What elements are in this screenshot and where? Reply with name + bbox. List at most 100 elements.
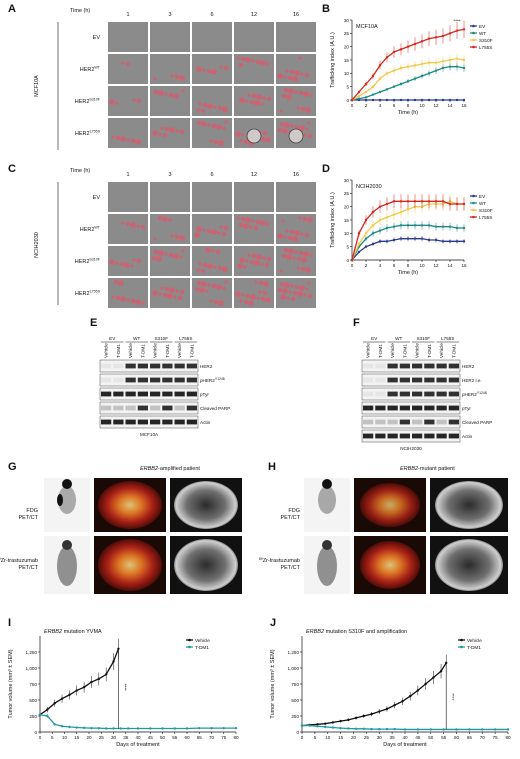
blot-band	[412, 419, 423, 425]
blot-band	[113, 391, 124, 397]
data-point	[427, 37, 431, 40]
fluorescent-spot	[164, 252, 168, 256]
fluorescent-spot	[217, 231, 221, 235]
data-point	[378, 64, 382, 67]
fluorescent-spot	[200, 268, 206, 274]
group-label: EV	[371, 336, 378, 341]
fluorescent-spot	[290, 296, 296, 302]
data-point	[362, 727, 365, 730]
x-tick-label: 8	[407, 263, 410, 268]
data-point	[399, 224, 403, 227]
significance-annotation: ****	[450, 693, 455, 700]
data-point	[364, 232, 368, 235]
fluorescent-spot	[115, 101, 119, 105]
fluorescent-spot	[289, 69, 295, 75]
legend-marker	[472, 194, 475, 198]
fluorescent-spot	[285, 69, 289, 73]
data-point	[371, 242, 375, 246]
significance-annotation: ****	[122, 684, 127, 691]
fluorescent-spot	[294, 250, 298, 254]
fluorescent-spot	[153, 77, 157, 81]
panel-a: A Time (h) 1 3 6 12 16 EV HER2WT HER2S310F HER2…	[8, 3, 316, 150]
fluorescent-spot	[251, 219, 255, 223]
data-point	[399, 48, 403, 51]
blot-strip	[361, 387, 461, 401]
blot-strip	[99, 373, 199, 387]
data-point	[455, 65, 459, 68]
x-axis-label: Days of treatment	[116, 742, 160, 748]
blot-band	[387, 419, 398, 425]
fluorescent-spot	[279, 269, 283, 273]
fluorescent-spot	[297, 291, 303, 297]
blot-band	[162, 405, 173, 411]
data-point	[104, 673, 108, 676]
fluorescent-spot	[263, 281, 269, 287]
series-line	[302, 724, 508, 731]
fluorescent-spot	[120, 136, 126, 142]
fluorescent-spot	[240, 216, 246, 222]
x-tick-label: 0	[39, 735, 42, 740]
data-point	[119, 727, 123, 730]
fluorescent-spot	[162, 132, 168, 138]
panel-label-g: G	[8, 461, 17, 473]
data-point	[413, 64, 417, 67]
fluorescent-spot	[284, 122, 290, 128]
fluorescent-spot	[125, 61, 131, 67]
blot-band	[137, 363, 148, 369]
data-point	[60, 697, 64, 700]
fluorescent-spot	[281, 253, 287, 259]
fluorescent-spot	[285, 229, 289, 233]
blot-label: Cleaved PARP	[462, 420, 492, 425]
fluorescent-spot	[169, 287, 175, 293]
fluorescent-spot	[207, 263, 213, 269]
fluorescent-spot	[243, 223, 249, 229]
data-point	[38, 713, 42, 716]
fluorescent-spot	[196, 268, 200, 272]
row-labels-a: EV HER2WT HER2S310F HER2L755S	[75, 35, 101, 137]
time-title-c: Time (h)	[70, 168, 90, 174]
fluorescent-spot	[247, 253, 251, 257]
data-point	[385, 707, 389, 711]
blot-band	[399, 433, 410, 439]
blot-band	[363, 405, 374, 411]
fluorescent-spot	[283, 75, 287, 79]
lane-label: T-DM1	[165, 344, 170, 358]
data-point	[429, 728, 432, 731]
fluorescent-spot	[266, 222, 270, 226]
fluorescent-spot	[302, 216, 308, 222]
legend-marker	[472, 215, 475, 219]
data-point	[439, 670, 443, 673]
x-tick-label: 30	[111, 735, 117, 740]
fluorescent-spot	[292, 290, 298, 296]
fluorescent-spot	[260, 60, 266, 66]
fluorescent-spot	[305, 127, 309, 131]
blot-band	[363, 433, 374, 439]
time-labels-a: 1 3 6 12 16	[126, 12, 299, 18]
fluorescent-spot	[256, 94, 262, 100]
blot-band	[375, 391, 386, 397]
fluorescent-spot	[286, 296, 290, 300]
blot-band	[137, 377, 148, 383]
fluorescent-spot	[136, 224, 140, 228]
data-point	[82, 686, 86, 689]
chart-j: 0 250 500 750 1,000 1,250 0 5 10 15 20 25 30 35 40 45 50…	[270, 629, 511, 748]
fluorescent-spot	[217, 265, 223, 271]
data-point	[434, 238, 438, 242]
x-tick-label: 40	[402, 735, 408, 740]
series-line	[301, 662, 447, 727]
fluorescent-spot	[173, 295, 177, 299]
blot-band	[375, 405, 386, 411]
fluorescent-spot	[300, 72, 304, 76]
data-point	[378, 727, 381, 731]
fluorescent-spot	[140, 224, 146, 230]
x-tick-label: 5	[51, 735, 54, 740]
group-label: S310F	[416, 336, 430, 341]
blot-label: Actin	[200, 420, 211, 425]
fluorescent-spot	[198, 102, 202, 106]
fluorescent-spot	[255, 219, 261, 225]
fluorescent-spot	[266, 256, 272, 262]
fluorescent-spot	[258, 290, 262, 294]
y-tick-label: 5	[346, 244, 349, 249]
